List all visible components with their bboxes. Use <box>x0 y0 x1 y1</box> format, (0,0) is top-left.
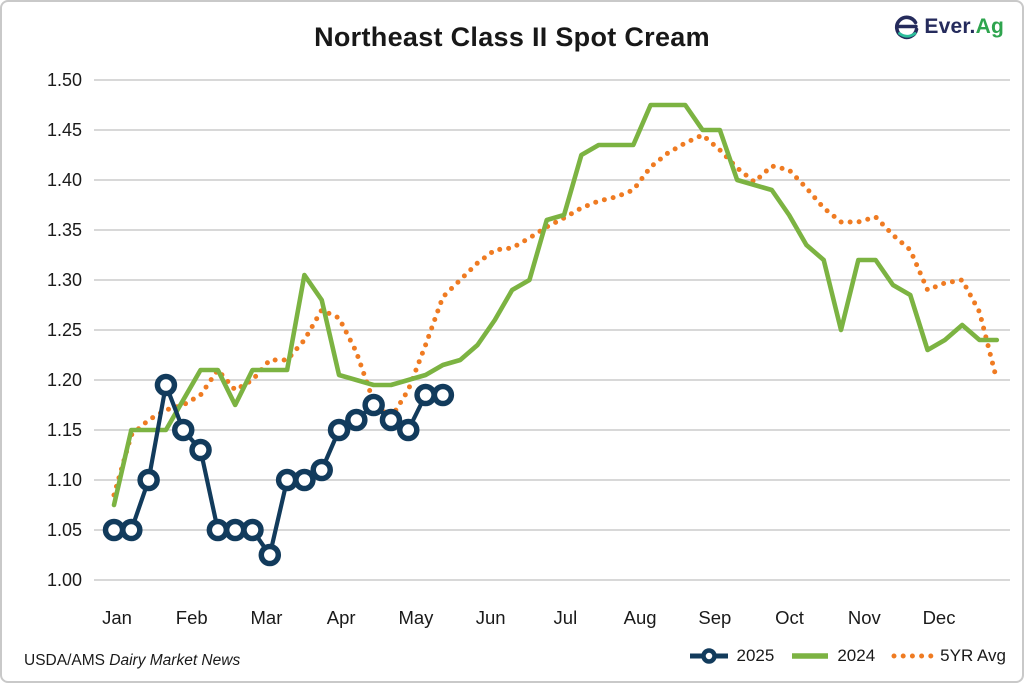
svg-text:Apr: Apr <box>327 607 356 628</box>
legend-item-2024: 2024 <box>789 646 875 666</box>
svg-text:Aug: Aug <box>624 607 657 628</box>
everag-logo-text: Ever.Ag <box>924 15 1004 39</box>
svg-text:1.35: 1.35 <box>47 220 82 240</box>
svg-text:Mar: Mar <box>251 607 283 628</box>
legend: 2025 2024 5YR Avg <box>687 646 1006 666</box>
svg-text:May: May <box>398 607 434 628</box>
svg-text:1.45: 1.45 <box>47 120 82 140</box>
svg-text:Jan: Jan <box>102 607 132 628</box>
svg-text:Feb: Feb <box>176 607 208 628</box>
source-note: USDA/AMS Dairy Market News <box>24 652 240 670</box>
svg-text:1.25: 1.25 <box>47 320 82 340</box>
spot-cream-line-chart: 1.00 1.05 1.10 1.15 1.20 1.25 1.30 1.35 1.40 1.45… <box>47 70 1010 628</box>
svg-text:1.05: 1.05 <box>47 520 82 540</box>
legend-2025-marker <box>689 648 728 664</box>
chart-title: Northeast Class II Spot Cream <box>314 22 710 52</box>
svg-text:1.20: 1.20 <box>47 370 82 390</box>
legend-2024-marker <box>792 653 829 659</box>
legend-label-2025: 2025 <box>736 646 775 665</box>
source-plain: USDA/AMS <box>24 652 105 669</box>
legend-5yr-avg-marker <box>891 653 935 659</box>
svg-text:Jun: Jun <box>476 607 506 628</box>
everag-logo: Ever.Ag <box>894 14 1004 40</box>
svg-text:1.00: 1.00 <box>47 570 82 590</box>
svg-text:1.15: 1.15 <box>47 420 82 440</box>
legend-item-5yr-avg: 5YR Avg <box>890 646 1006 666</box>
legend-item-2025: 2025 <box>687 646 775 666</box>
legend-label-2024: 2024 <box>837 646 876 665</box>
everag-logo-icon <box>895 15 919 40</box>
svg-text:1.40: 1.40 <box>47 170 82 190</box>
logo-text-ag: Ag <box>975 15 1004 38</box>
legend-label-5yr-avg: 5YR Avg <box>940 646 1006 665</box>
source-italic: Dairy Market News <box>109 652 241 669</box>
svg-text:Jul: Jul <box>554 607 578 628</box>
svg-text:1.30: 1.30 <box>47 270 82 290</box>
svg-text:1.10: 1.10 <box>47 470 82 490</box>
svg-text:1.50: 1.50 <box>47 70 82 90</box>
svg-text:Nov: Nov <box>848 607 882 628</box>
logo-text-ever: Ever. <box>924 15 976 38</box>
svg-text:Oct: Oct <box>775 607 804 628</box>
svg-text:Dec: Dec <box>923 607 956 628</box>
svg-text:Sep: Sep <box>698 607 731 628</box>
